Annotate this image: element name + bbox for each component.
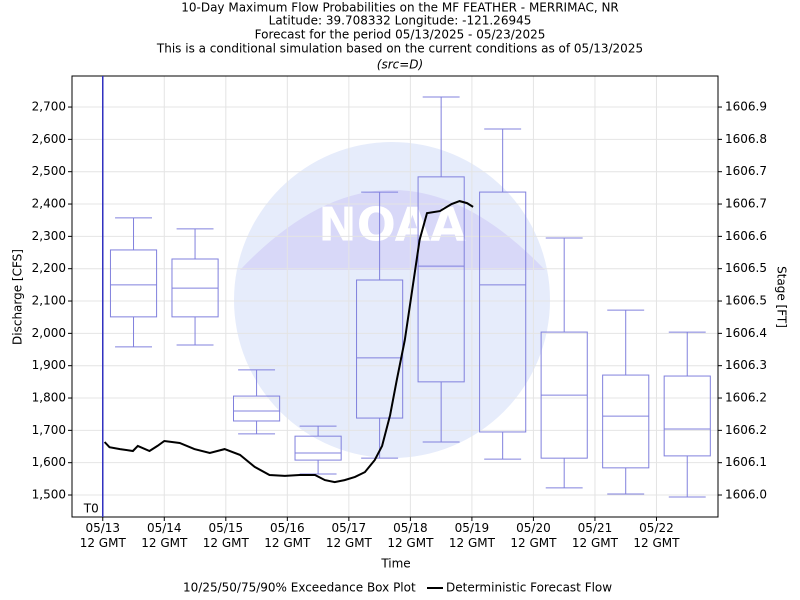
y2-tick-label: 1606.6 xyxy=(725,229,767,243)
y2-tick-label: 1606.0 xyxy=(725,488,767,502)
y2-tick-label: 1606.3 xyxy=(725,358,767,372)
y2-axis-label: Stage [FT] xyxy=(775,266,789,328)
legend-label: Deterministic Forecast Flow xyxy=(446,581,612,595)
legend-label: 10/25/50/75/90% Exceedance Box Plot xyxy=(183,581,416,595)
chart-subtitle: Forecast for the period 05/13/2025 - 05/… xyxy=(255,28,546,42)
y-tick-label: 1,800 xyxy=(32,391,66,405)
y-tick-label: 2,200 xyxy=(32,261,66,275)
plot-frame xyxy=(71,75,719,518)
y-tick-label: 2,400 xyxy=(32,197,66,211)
box xyxy=(663,375,711,457)
y-tick-label: 1,900 xyxy=(32,358,66,372)
box xyxy=(294,435,342,461)
marker-label: T0 xyxy=(83,502,99,516)
x-tick-label: 05/20 12 GMT xyxy=(510,521,557,550)
y2-tick-label: 1606.4 xyxy=(725,326,767,340)
x-tick-label: 05/16 12 GMT xyxy=(264,521,311,550)
x-tick-label: 05/14 12 GMT xyxy=(141,521,188,550)
forecast-line xyxy=(103,200,474,484)
y2-tick-label: 1606.7 xyxy=(725,164,767,178)
y-tick-label: 2,100 xyxy=(32,294,66,308)
y-axis-label: Discharge [CFS] xyxy=(11,249,25,345)
y-tick-label: 1,500 xyxy=(32,488,66,502)
chart-title: 10-Day Maximum Flow Probabilities on the… xyxy=(181,1,619,15)
x-tick-label: 05/19 12 GMT xyxy=(449,521,496,550)
y-tick-label: 2,300 xyxy=(32,229,66,243)
box xyxy=(109,249,158,318)
y2-tick-label: 1606.2 xyxy=(725,423,767,437)
y2-tick-label: 1606.8 xyxy=(725,132,767,146)
box xyxy=(233,395,281,422)
y2-tick-label: 1606.7 xyxy=(725,197,767,211)
x-tick-label: 05/18 12 GMT xyxy=(387,521,434,550)
x-tick-label: 05/17 12 GMT xyxy=(326,521,373,550)
box xyxy=(417,176,465,383)
chart-subtitle: Latitude: 39.708332 Longitude: -121.2694… xyxy=(269,14,532,28)
y-tick-label: 1,600 xyxy=(32,455,66,469)
watermark-text: NOAA xyxy=(318,198,466,252)
y2-tick-label: 1606.5 xyxy=(725,294,767,308)
y-tick-label: 2,700 xyxy=(32,100,66,114)
y-tick-label: 2,500 xyxy=(32,164,66,178)
y-tick-label: 2,000 xyxy=(32,326,66,340)
y-tick-label: 1,700 xyxy=(32,423,66,437)
y2-tick-label: 1606.1 xyxy=(725,455,767,469)
x-tick-label: 05/22 12 GMT xyxy=(633,521,680,550)
chart-subtitle: This is a conditional simulation based o… xyxy=(156,42,643,56)
y-tick-label: 2,600 xyxy=(32,132,66,146)
y2-tick-label: 1606.5 xyxy=(725,261,767,275)
chart-subtitle: (src=D) xyxy=(377,58,423,72)
x-tick-label: 05/13 12 GMT xyxy=(80,521,127,550)
box xyxy=(602,374,650,469)
x-tick-label: 05/15 12 GMT xyxy=(203,521,250,550)
watermark-band xyxy=(240,190,545,270)
x-axis-label: Time xyxy=(380,557,410,571)
y2-tick-label: 1606.9 xyxy=(725,100,767,114)
box xyxy=(479,191,527,433)
x-tick-label: 05/21 12 GMT xyxy=(572,521,619,550)
y2-tick-label: 1606.2 xyxy=(725,391,767,405)
